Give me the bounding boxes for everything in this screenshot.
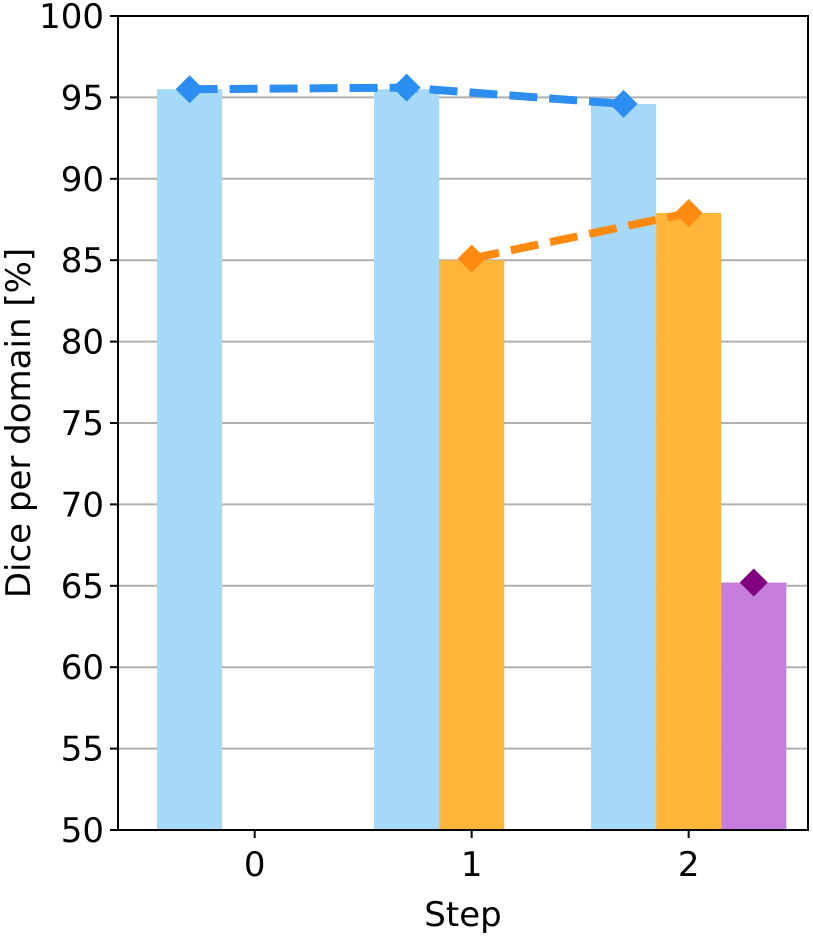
- y-axis-label: Dice per domain [%]: [0, 248, 39, 598]
- markers: [175, 73, 768, 597]
- marker-series0-step0: [175, 75, 204, 104]
- bar-series0-step2: [591, 103, 657, 831]
- xtick-label-2: 2: [678, 845, 700, 885]
- ytick-label-95: 95: [61, 78, 104, 118]
- marker-series0-step2: [609, 89, 638, 118]
- ytick-label-70: 70: [61, 485, 104, 525]
- xtick-label-0: 0: [244, 845, 266, 885]
- series-line-1: [470, 209, 690, 263]
- ytick-label-80: 80: [61, 323, 104, 363]
- ytick-label-75: 75: [61, 404, 104, 444]
- bars: [157, 89, 787, 831]
- marker-series1-step1: [457, 244, 486, 273]
- ytick-label-60: 60: [61, 648, 104, 688]
- xtick-label-1: 1: [461, 845, 483, 885]
- marker-series1-step2: [674, 198, 703, 227]
- x-axis-label: Step: [424, 895, 501, 935]
- ytick-label-90: 90: [61, 160, 104, 200]
- bar-series0-step1: [374, 89, 440, 830]
- bar-series0-step0: [157, 89, 223, 830]
- ytick-label-100: 100: [39, 0, 104, 37]
- ytick-label-85: 85: [61, 241, 104, 281]
- ytick-label-50: 50: [61, 811, 104, 851]
- y-ticks: 50 55 60 65 70 75 80 85 90 95 100: [39, 0, 118, 851]
- bar-series2-step2: [721, 582, 787, 830]
- x-ticks: 0 1 2: [244, 830, 700, 885]
- ytick-label-55: 55: [61, 730, 104, 770]
- marker-series2-step2: [739, 568, 768, 597]
- bar-series1-step2: [656, 212, 722, 830]
- bar-series1-step1: [439, 260, 505, 830]
- marker-series0-step1: [392, 73, 421, 102]
- ytick-label-65: 65: [61, 567, 104, 607]
